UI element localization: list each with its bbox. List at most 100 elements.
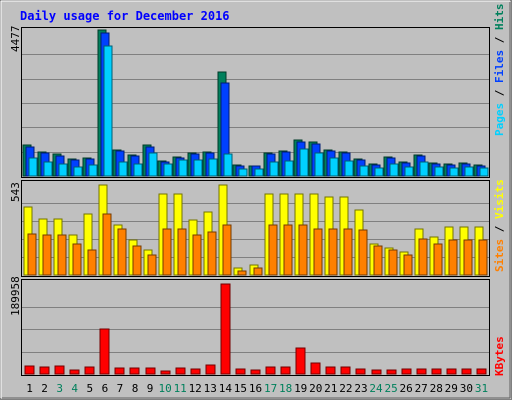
hits-bar-pages-day-17 <box>269 161 279 177</box>
day-label-9: 9 <box>147 382 154 395</box>
kbytes-bar-kbytes-day-28 <box>431 368 442 375</box>
kbytes-bar-kbytes-day-14 <box>220 283 231 375</box>
hits-bar-pages-day-28 <box>434 166 444 177</box>
legend-pages: Pages <box>493 103 506 136</box>
day-label-10: 10 <box>158 382 171 395</box>
kbytes-bar-kbytes-day-27 <box>416 368 427 375</box>
hits-bar-pages-day-29 <box>449 167 459 177</box>
kbytes-bar-kbytes-day-17 <box>265 366 276 375</box>
chart-title: Daily usage for December 2016 <box>20 9 230 23</box>
day-label-22: 22 <box>339 382 352 395</box>
kbytes-bar-kbytes-day-24 <box>371 369 382 375</box>
day-label-11: 11 <box>174 382 187 395</box>
visits-bar-sites-day-7 <box>117 228 127 276</box>
day-label-16: 16 <box>249 382 262 395</box>
hits-panel-max-label: 4477 <box>9 26 22 53</box>
legend-separator: / <box>493 83 506 103</box>
hits-bar-pages-day-19 <box>299 148 309 177</box>
day-label-30: 30 <box>460 382 473 395</box>
day-label-18: 18 <box>279 382 292 395</box>
day-labels: 1 2 3 4 5 6 7 8 9 10 11 12 13 14 15 16 17 18 19 20 21 22 23 24 2… <box>26 382 488 395</box>
kbytes-bar-kbytes-day-18 <box>280 366 291 375</box>
hits-bar-pages-day-13 <box>208 158 218 177</box>
kbytes-bar-kbytes-day-31 <box>476 368 487 375</box>
hits-bar-pages-day-3 <box>58 163 68 177</box>
kbytes-bar-kbytes-day-7 <box>114 367 125 375</box>
day-label-27: 27 <box>415 382 428 395</box>
day-label-19: 19 <box>294 382 307 395</box>
kbytes-bar-kbytes-day-8 <box>129 367 140 375</box>
hits-bar-pages-day-22 <box>344 160 354 177</box>
visits-bar-sites-day-16 <box>253 267 263 276</box>
kbytes-bar-kbytes-day-2 <box>39 366 50 375</box>
visits-bar-sites-day-28 <box>433 243 443 276</box>
hits-bar-pages-day-20 <box>314 152 324 177</box>
day-label-5: 5 <box>86 382 93 395</box>
legend-kbytes: KBytes <box>493 336 506 376</box>
day-label-3: 3 <box>56 382 63 395</box>
hits-bar-pages-day-23 <box>359 165 369 177</box>
bars-layer <box>22 29 489 375</box>
kbytes-bar-kbytes-day-9 <box>145 367 156 375</box>
legend-separator: / <box>493 219 506 239</box>
hits-bar-pages-day-4 <box>73 166 83 177</box>
hits-panel-legend: Pages / Files / Hits <box>493 4 506 137</box>
legend-visits: Visits <box>493 179 506 219</box>
visits-bar-sites-day-19 <box>298 224 308 276</box>
visits-bar-sites-day-24 <box>373 245 383 276</box>
legend-sites: Sites <box>493 239 506 272</box>
hits-bar-pages-day-10 <box>163 163 173 177</box>
day-label-12: 12 <box>189 382 202 395</box>
hits-bar-pages-day-2 <box>43 161 53 177</box>
hits-bar-pages-day-12 <box>193 159 203 177</box>
day-label-29: 29 <box>445 382 458 395</box>
kbytes-bar-kbytes-day-30 <box>461 368 472 375</box>
kbytes-bar-kbytes-day-21 <box>325 366 336 375</box>
day-label-14: 14 <box>219 382 233 395</box>
hits-bar-pages-day-7 <box>118 161 128 177</box>
day-label-13: 13 <box>204 382 217 395</box>
kbytes-bar-kbytes-day-26 <box>401 368 412 375</box>
hits-bar-pages-day-25 <box>389 163 399 177</box>
visits-bar-sites-day-13 <box>207 231 217 276</box>
visits-bar-sites-day-5 <box>87 249 97 276</box>
hits-bar-pages-day-15 <box>238 168 248 177</box>
visits-bar-sites-day-29 <box>448 239 458 276</box>
day-label-6: 6 <box>102 382 109 395</box>
hits-bar-pages-day-18 <box>284 160 294 177</box>
legend-separator: / <box>493 30 506 50</box>
visits-bar-sites-day-6 <box>102 213 112 276</box>
visits-bar-sites-day-2 <box>42 234 52 276</box>
kbytes-panel-frame <box>21 279 490 376</box>
legend-hits: Hits <box>493 4 506 31</box>
kbytes-bar-kbytes-day-29 <box>446 368 457 375</box>
visits-bar-sites-day-11 <box>177 228 187 276</box>
hits-bar-pages-day-30 <box>464 166 474 177</box>
day-label-26: 26 <box>399 382 412 395</box>
visits-bar-sites-day-1 <box>27 233 37 276</box>
day-label-17: 17 <box>264 382 277 395</box>
kbytes-bar-kbytes-day-12 <box>190 368 201 375</box>
kbytes-bar-kbytes-day-15 <box>235 368 246 375</box>
visits-bar-sites-day-18 <box>283 224 293 276</box>
visits-bar-sites-day-17 <box>268 224 278 276</box>
kbytes-bar-kbytes-day-4 <box>69 369 80 375</box>
day-label-2: 2 <box>41 382 48 395</box>
day-label-24: 24 <box>369 382 383 395</box>
kbytes-bar-kbytes-day-3 <box>54 365 65 375</box>
hits-bar-pages-day-11 <box>178 159 188 177</box>
legend-files: Files <box>493 50 506 83</box>
day-label-25: 25 <box>384 382 397 395</box>
kbytes-bar-kbytes-day-22 <box>340 366 351 375</box>
kbytes-bar-kbytes-day-16 <box>250 369 261 375</box>
day-label-15: 15 <box>234 382 247 395</box>
visits-bar-sites-day-12 <box>192 234 202 276</box>
hits-bar-pages-day-8 <box>133 163 143 177</box>
day-label-7: 7 <box>117 382 124 395</box>
day-label-20: 20 <box>309 382 322 395</box>
kbytes-bar-kbytes-day-23 <box>355 368 366 375</box>
hits-bar-pages-day-24 <box>374 167 384 177</box>
visits-bar-sites-day-30 <box>463 239 473 276</box>
